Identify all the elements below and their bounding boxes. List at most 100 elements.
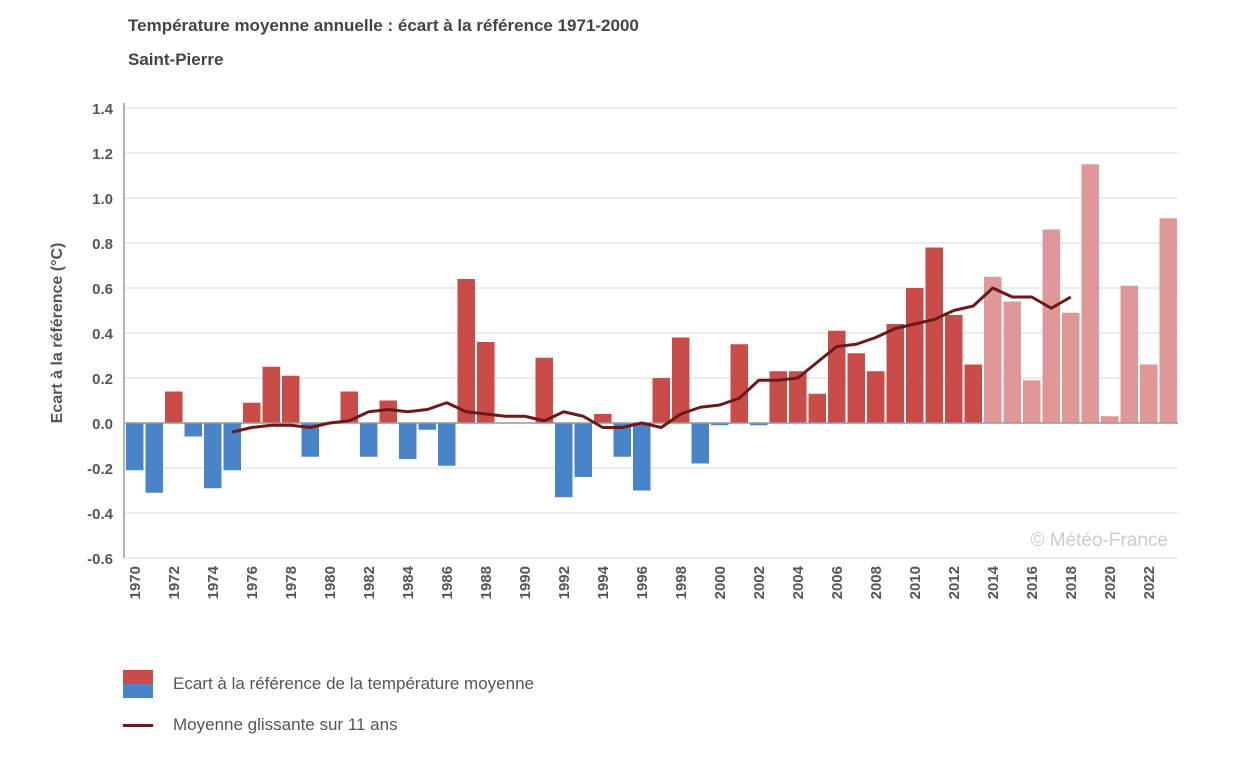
x-tick-label: 1986 [439,566,456,599]
legend-label-line: Moyenne glissante sur 11 ans [173,715,398,734]
x-tick-label: 1970 [127,566,144,599]
y-axis-label: Ecart à la référence (°C) [49,243,66,424]
bar-1976 [243,402,261,423]
x-tick-label: 2020 [1102,566,1119,599]
bar-1987 [457,279,475,423]
x-tick-label: 1978 [283,566,300,599]
bar-2004 [789,371,807,423]
x-tick-label: 1988 [478,566,495,599]
x-tick-label: 1980 [322,566,339,599]
bar-2014 [984,276,1002,423]
bar-2021 [1120,285,1138,423]
bar-1978 [282,375,300,423]
x-tick-label: 1972 [166,566,183,599]
bar-2017 [1042,229,1060,423]
x-tick-label: 1990 [517,566,534,599]
bar-2023 [1159,218,1177,423]
legend-swatch-bars [123,670,153,698]
bar-1975 [223,423,241,471]
bar-2005 [808,393,826,423]
y-tick-label: -0.4 [87,506,114,523]
y-tick-label: 0.0 [92,416,113,433]
bar-1973 [184,423,202,437]
bar-1994 [594,414,612,423]
y-tick-label: -0.2 [87,461,113,478]
bar-1997 [652,378,670,423]
legend-label-bars: Ecart à la référence de la température m… [173,674,534,693]
bar-1998 [672,337,690,423]
bar-1993 [574,423,592,477]
bar-2003 [769,371,787,423]
bar-2000 [711,423,729,426]
x-tick-label: 2018 [1063,566,1080,599]
moving-average-line [231,286,1072,434]
y-tick-label: 1.0 [92,191,113,208]
bar-2018 [1062,312,1080,423]
bar-2002 [750,423,768,426]
bar-2010 [906,288,924,423]
y-tick-label: 0.6 [92,281,113,298]
y-tick-label: 1.2 [92,146,113,163]
x-tick-label: 1974 [205,565,222,599]
bar-2012 [945,315,963,423]
x-tick-label: 1998 [673,566,690,599]
x-tick-label: 2006 [829,566,846,599]
bar-1981 [340,391,358,423]
bar-1977 [262,366,280,423]
bar-1988 [477,342,495,423]
bar-2001 [730,344,748,423]
bar-2006 [828,330,846,423]
bar-1984 [399,423,417,459]
bar-2022 [1140,364,1158,423]
bar-2015 [1003,301,1021,423]
x-tick-label: 2004 [790,565,807,599]
bar-2009 [886,324,904,423]
y-tick-label: 1.4 [92,101,114,118]
bar-1974 [204,423,222,489]
x-tick-label: 2012 [946,566,963,599]
watermark: © Météo-France [1030,530,1168,551]
x-tick-label: 2000 [712,566,729,599]
x-tick-label: 1984 [400,565,417,599]
x-tick-label: 1992 [556,566,573,599]
bar-1985 [418,423,436,430]
y-tick-label: -0.6 [87,551,113,568]
x-tick-label: 1996 [634,566,651,599]
bar-2020 [1101,416,1119,423]
bar-1986 [438,423,456,466]
bar-2008 [867,371,885,423]
bar-1971 [145,423,163,493]
x-tick-label: 2016 [1024,566,1041,599]
x-tick-label: 1994 [595,565,612,599]
bar-1992 [555,423,573,498]
bar-1970 [126,423,144,471]
y-tick-label: 0.4 [92,326,114,343]
legend-swatch-line [123,723,153,727]
x-tick-label: 2014 [985,565,1002,599]
y-tick-label: 0.8 [92,236,113,253]
y-tick-label: 0.2 [92,371,113,388]
legend-item-line[interactable]: Moyenne glissante sur 11 ans [123,715,398,735]
x-tick-label: 2002 [751,566,768,599]
bar-1972 [165,391,183,423]
bar-1991 [535,357,553,423]
x-tick-label: 2008 [868,566,885,599]
bar-1996 [633,423,651,491]
bar-1979 [301,423,319,457]
bar-2011 [925,247,943,423]
x-tick-label: 2022 [1141,566,1158,599]
bar-1999 [691,423,709,464]
bar-2007 [847,353,865,423]
bar-1983 [379,400,397,423]
x-tick-label: 1976 [244,566,261,599]
legend-item-bars[interactable]: Ecart à la référence de la température m… [123,670,534,698]
x-tick-label: 2010 [907,566,924,599]
bar-2019 [1081,164,1099,423]
bar-2016 [1023,380,1041,423]
bar-1995 [613,423,631,457]
chart-title: Température moyenne annuelle : écart à l… [128,16,639,35]
chart-subtitle: Saint-Pierre [128,50,224,69]
bar-1982 [360,423,378,457]
x-tick-label: 1982 [361,566,378,599]
